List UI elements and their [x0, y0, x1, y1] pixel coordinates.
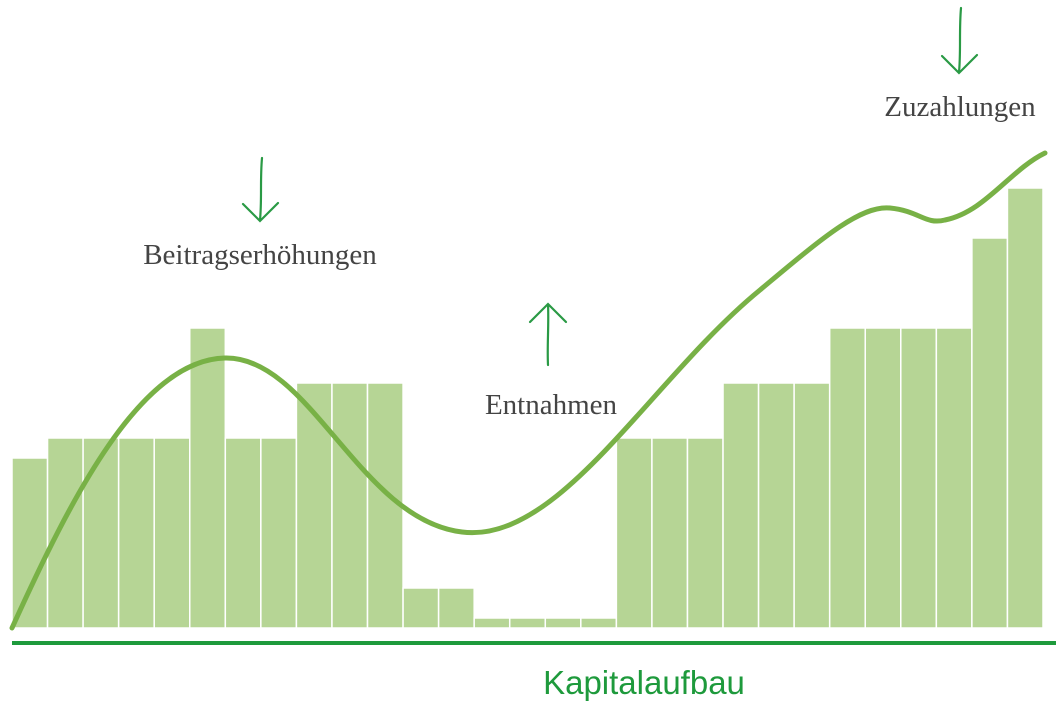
- annotation: Entnahmen: [485, 389, 618, 421]
- bar: [793, 382, 831, 629]
- arrow-up: [528, 302, 568, 367]
- bar: [1006, 187, 1044, 629]
- bar: [971, 237, 1009, 629]
- bar: [935, 327, 973, 629]
- arrow-down: [241, 156, 280, 223]
- bar: [437, 587, 475, 629]
- bar: [224, 437, 262, 629]
- bar: [260, 437, 298, 629]
- annotation: Zuzahlungen: [884, 91, 1036, 123]
- bar: [331, 382, 369, 629]
- bar: [402, 587, 440, 629]
- bar: [900, 327, 938, 629]
- bar: [117, 437, 155, 629]
- bar: [508, 617, 547, 629]
- bar: [651, 437, 689, 629]
- bar: [11, 457, 49, 629]
- bar: [544, 617, 582, 629]
- bar: [828, 327, 866, 629]
- bar: [864, 327, 902, 629]
- bar: [46, 437, 84, 629]
- bar: [189, 327, 227, 629]
- trend-curve: [9, 150, 1048, 631]
- bar: [686, 437, 724, 629]
- bar: [153, 437, 191, 629]
- bar: [615, 437, 653, 629]
- bar: [580, 617, 618, 629]
- arrows: [241, 6, 979, 367]
- arrow-down: [940, 6, 979, 75]
- bar: [757, 382, 795, 629]
- annotation: Beitragserhöhungen: [143, 239, 377, 271]
- bar: [295, 382, 333, 629]
- bar: [473, 617, 511, 629]
- bars: [11, 187, 1044, 629]
- chart-title: Kapitalaufbau: [543, 664, 745, 701]
- bar: [722, 382, 760, 629]
- bar: [82, 437, 120, 629]
